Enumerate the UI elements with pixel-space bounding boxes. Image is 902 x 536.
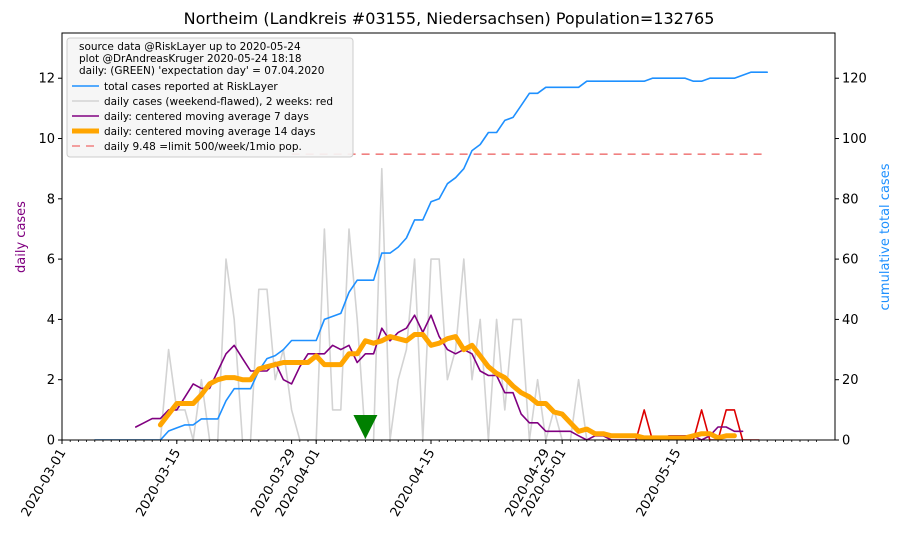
legend: source data @RiskLayer up to 2020-05-24 … bbox=[66, 37, 354, 158]
expectation-day-marker bbox=[353, 415, 378, 439]
legend-label-ma14: daily: centered moving average 14 days bbox=[104, 126, 316, 138]
legend-header-line: daily: (GREEN) 'expectation day' = 07.04… bbox=[79, 65, 324, 77]
y-axis-right-label: cumulative total cases bbox=[878, 163, 893, 310]
y-axis-right-tick-label: 40 bbox=[842, 313, 859, 328]
y-axis-left-label: daily cases bbox=[14, 201, 29, 273]
legend-label-limit: daily 9.48 =limit 500/week/1mio pop. bbox=[104, 141, 302, 153]
legend-label-ma7: daily: centered moving average 7 days bbox=[104, 111, 309, 123]
y-axis-left-tick-label: 4 bbox=[47, 313, 55, 328]
legend-header-line: plot @DrAndreasKruger 2020-05-24 18:18 bbox=[79, 53, 302, 65]
daily-cases-line bbox=[94, 167, 637, 440]
x-axis: 2020-03-01 2020-03-15 2020-03-292020-04-01… bbox=[19, 440, 817, 519]
x-axis-tick-label: 2020-03-01 bbox=[19, 447, 70, 520]
y-axis-left-tick-label: 12 bbox=[38, 72, 55, 87]
y-axis-left-tick-label: 6 bbox=[47, 253, 55, 268]
y-axis-left-tick-label: 0 bbox=[47, 434, 55, 449]
daily-cases-recent-line bbox=[635, 409, 760, 440]
y-axis-right-tick-label: 60 bbox=[842, 253, 859, 268]
legend-header-line: source data @RiskLayer up to 2020-05-24 bbox=[79, 41, 301, 53]
marker-layer bbox=[353, 415, 378, 439]
y-axis-right-tick-label: 20 bbox=[842, 373, 859, 388]
x-axis-tick-label: 2020-05-15 bbox=[634, 447, 685, 520]
y-axis-left-tick-label: 8 bbox=[47, 192, 55, 207]
total-cases-line bbox=[94, 71, 769, 440]
y-axis-right: 0 20 40 60 80 100 120 bbox=[835, 72, 867, 449]
y-axis-left-tick-label: 10 bbox=[38, 132, 55, 147]
series-layer bbox=[94, 71, 769, 440]
y-axis-right-tick-label: 120 bbox=[842, 72, 867, 87]
legend-label-total: total cases reported at RiskLayer bbox=[104, 81, 278, 93]
legend-label-daily: daily cases (weekend-flawed), 2 weeks: r… bbox=[104, 96, 333, 108]
moving-average-14-line bbox=[157, 332, 737, 440]
plot-frame bbox=[61, 32, 836, 441]
y-axis-right-tick-label: 80 bbox=[842, 192, 859, 207]
x-axis-tick-label: 2020-04-15 bbox=[388, 447, 439, 520]
y-axis-right-tick-label: 100 bbox=[842, 132, 867, 147]
chart-title: Northeim (Landkreis #03155, Niedersachse… bbox=[184, 9, 715, 28]
y-axis-left: 0 2 4 6 8 10 12 bbox=[38, 72, 62, 449]
x-axis-tick-label: 2020-03-15 bbox=[133, 447, 184, 520]
y-axis-left-tick-label: 2 bbox=[47, 373, 55, 388]
legend-box bbox=[66, 37, 354, 158]
y-axis-right-tick-label: 0 bbox=[842, 434, 850, 449]
moving-average-7-line bbox=[135, 314, 744, 440]
